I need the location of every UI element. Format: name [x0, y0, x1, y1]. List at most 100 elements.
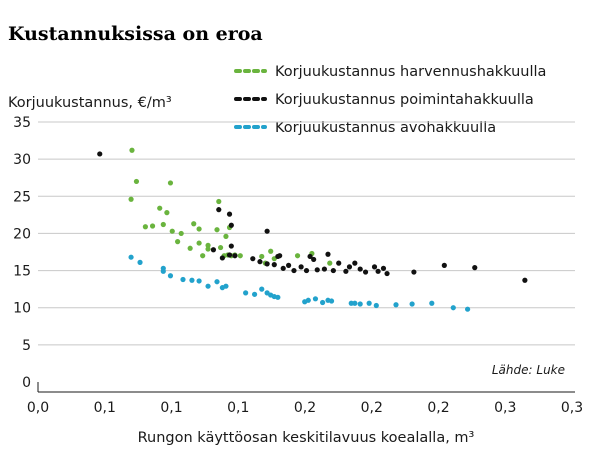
data-point: [409, 301, 415, 307]
data-point: [205, 242, 211, 248]
data-point: [223, 233, 229, 239]
data-point: [321, 266, 327, 272]
data-point: [384, 270, 390, 277]
source-note: Lähde: Luke: [492, 363, 565, 377]
x-tick-label: 0,1: [227, 400, 249, 416]
y-axis-label: Korjuukustannus, €/m³: [8, 95, 172, 111]
data-point: [205, 246, 211, 252]
legend-label: Korjuukustannus poimintahakkuulla: [275, 92, 534, 108]
data-point: [226, 252, 233, 258]
data-point: [314, 267, 320, 273]
data-point: [217, 244, 224, 251]
y-tick-label: 25: [13, 189, 31, 205]
data-point: [375, 268, 381, 274]
y-tick-label: 15: [13, 264, 31, 280]
data-point: [205, 283, 211, 289]
data-point: [167, 180, 174, 186]
x-tick-label: 0,3: [561, 400, 583, 416]
data-point: [180, 276, 186, 283]
chart-title: Kustannuksissa on eroa: [8, 23, 263, 45]
data-point: [312, 296, 319, 302]
y-tick-label: 35: [13, 115, 31, 131]
data-point: [362, 269, 369, 275]
data-point: [189, 277, 195, 283]
data-point: [219, 255, 225, 261]
data-point: [169, 228, 175, 234]
data-point: [223, 283, 229, 289]
data-point: [216, 207, 222, 213]
data-point: [164, 210, 170, 216]
data-point: [196, 226, 202, 232]
data-point: [280, 265, 286, 271]
data-point: [411, 269, 417, 275]
x-tick-label: 0,3: [494, 400, 516, 416]
x-axis-label: Rungon käyttöosan keskitilavuus koealall…: [138, 430, 475, 446]
x-tick-label: 0,1: [160, 400, 182, 416]
data-point: [175, 239, 181, 245]
data-point: [320, 299, 326, 306]
data-point: [133, 178, 140, 185]
data-point: [441, 262, 447, 268]
data-point: [191, 221, 197, 227]
data-point: [137, 259, 143, 265]
data-point: [465, 306, 471, 312]
data-points: [97, 147, 528, 312]
data-point: [250, 256, 256, 262]
data-point: [327, 260, 333, 266]
data-point: [257, 259, 263, 265]
data-point: [200, 253, 206, 259]
legend-label: Korjuukustannus harvennushakkuulla: [275, 64, 546, 80]
data-point: [305, 297, 311, 303]
data-point: [328, 298, 335, 304]
data-point: [259, 286, 265, 292]
x-tick-label: 0,0: [27, 400, 49, 416]
data-point: [343, 268, 349, 274]
data-point: [128, 254, 134, 260]
data-point: [196, 240, 202, 246]
data-point: [277, 253, 283, 259]
data-point: [210, 247, 217, 253]
data-point: [214, 227, 220, 233]
data-point: [232, 253, 238, 259]
x-tick-label: 0,2: [427, 400, 449, 416]
x-tick-label: 0,1: [94, 400, 116, 416]
y-tick-label: 5: [22, 338, 31, 354]
data-point: [472, 265, 478, 271]
data-point: [346, 264, 353, 270]
data-point: [271, 262, 277, 268]
data-point: [226, 211, 233, 217]
data-point: [149, 223, 156, 229]
data-point: [275, 294, 281, 300]
data-point: [311, 256, 317, 263]
data-point: [187, 245, 193, 251]
data-point: [251, 291, 258, 297]
data-point: [366, 300, 372, 306]
legend-item: Korjuukustannus avohakkuulla: [234, 120, 496, 136]
series-points: [97, 151, 528, 283]
data-point: [330, 267, 336, 274]
data-point: [196, 278, 202, 284]
x-tick-labels: 0,0 0,1 0,1 0,1 0,2 0,2 0,2 0,3 0,3: [27, 400, 583, 416]
data-point: [142, 224, 148, 230]
data-point: [160, 268, 166, 274]
x-tick-label: 0,2: [294, 400, 316, 416]
data-point: [167, 273, 174, 279]
data-point: [393, 302, 399, 308]
data-point: [325, 251, 331, 257]
data-point: [214, 279, 220, 285]
data-point: [380, 265, 387, 271]
data-point: [336, 260, 342, 266]
data-point: [128, 196, 134, 202]
data-point: [264, 228, 270, 234]
data-point: [373, 302, 379, 309]
data-point: [357, 301, 363, 307]
data-point: [178, 230, 184, 237]
y-tick-label: 0: [22, 375, 31, 391]
y-tick-label: 30: [13, 152, 31, 168]
data-point: [264, 261, 270, 267]
data-point: [268, 248, 274, 254]
data-point: [228, 222, 234, 228]
data-point: [357, 266, 363, 272]
y-tick-label: 20: [13, 226, 31, 242]
